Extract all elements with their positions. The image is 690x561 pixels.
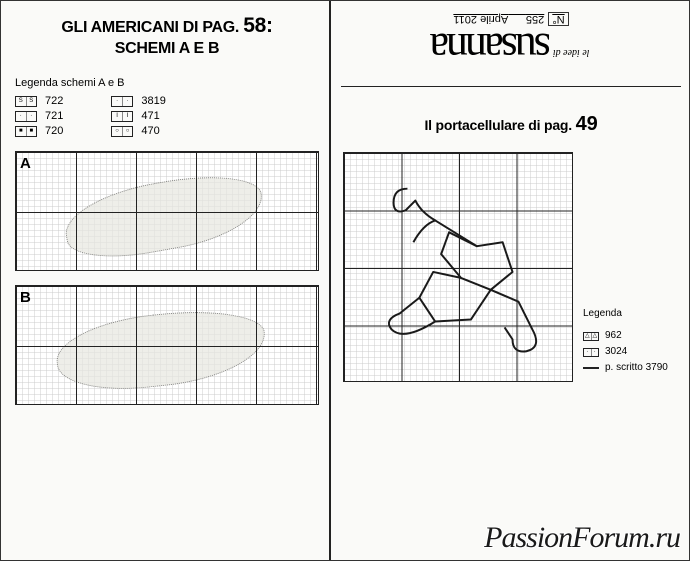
- title2-page-number: 49: [576, 113, 598, 135]
- legend-row: ·· 3819: [111, 95, 165, 107]
- swatch: ··: [15, 111, 37, 122]
- legend-ab: SS 722 ·· 721 ■■ 720 ·· 3819 II: [15, 95, 319, 137]
- masthead-title: susanna: [433, 24, 551, 73]
- swatch: SS: [15, 96, 37, 107]
- legend-row: SS 722: [15, 95, 63, 107]
- left-title: Gli americani di pag. 58: schemi A e B: [15, 13, 319, 59]
- thread-code: 722: [45, 95, 63, 107]
- issue-number: 255: [526, 13, 544, 25]
- chart-b: B: [15, 285, 319, 405]
- thread-code: 470: [141, 125, 159, 137]
- chart-a-label: A: [20, 155, 31, 172]
- chart-a: A: [15, 151, 319, 271]
- masthead-subtitle: N° 255 Aprile 2011: [343, 13, 679, 24]
- thread-code: 721: [45, 110, 63, 122]
- legend2-row: ·· 3024: [583, 344, 668, 360]
- legend-row: ○○ 470: [111, 125, 165, 137]
- legend-row: II 471: [111, 110, 165, 122]
- thread-code: p. scritto 3790: [605, 360, 668, 376]
- swatch: ··: [111, 96, 133, 107]
- issue-date: Aprile 2011: [453, 13, 508, 25]
- legend-title: Legenda schemi A e B: [15, 77, 319, 89]
- masthead-pretitle: le idee di: [553, 47, 590, 57]
- legend-col-2: ·· 3819 II 471 ○○ 470: [111, 95, 165, 137]
- legend2-title: Legenda: [583, 306, 668, 322]
- title2-prefix: Il portacellulare di pag.: [424, 117, 575, 133]
- thread-code: 471: [141, 110, 159, 122]
- chart-flower: [343, 152, 573, 382]
- legend-right: Legenda △△ 962 ·· 3024 p. scritto 3790: [583, 306, 668, 382]
- legend2-row: p. scritto 3790: [583, 360, 668, 376]
- swatch: II: [111, 111, 133, 122]
- thread-code: 720: [45, 125, 63, 137]
- swatch: ··: [583, 348, 599, 357]
- page-scan: Gli americani di pag. 58: schemi A e B L…: [0, 0, 690, 561]
- dash-icon: [583, 367, 599, 369]
- legend2-row: △△ 962: [583, 328, 668, 344]
- chart-b-label: B: [20, 289, 31, 306]
- flower-outline: [344, 153, 572, 381]
- thread-code: 962: [605, 328, 622, 344]
- swatch: △△: [583, 332, 599, 341]
- title-page-number: 58:: [243, 14, 272, 37]
- swatch: ■■: [15, 126, 37, 137]
- swatch: ○○: [111, 126, 133, 137]
- watermark: PassionForum.ru: [484, 521, 680, 555]
- masthead: le idee disusanna N° 255 Aprile 2011: [343, 13, 679, 70]
- issue-label: N°: [548, 12, 568, 26]
- thread-code: 3819: [141, 95, 165, 107]
- legend-row: ■■ 720: [15, 125, 63, 137]
- title-prefix: Gli americani di pag.: [61, 19, 243, 36]
- legend-row: ·· 721: [15, 110, 63, 122]
- right-column: le idee disusanna N° 255 Aprile 2011 Il p…: [331, 1, 689, 560]
- right-main-block: Legenda △△ 962 ·· 3024 p. scritto 3790: [343, 152, 679, 382]
- title-line2: schemi A e B: [115, 40, 220, 57]
- thread-code: 3024: [605, 344, 627, 360]
- left-column: Gli americani di pag. 58: schemi A e B L…: [1, 1, 331, 560]
- legend-col-1: SS 722 ·· 721 ■■ 720: [15, 95, 63, 137]
- right-title: Il portacellulare di pag. 49: [343, 113, 679, 136]
- horizontal-divider: [341, 86, 681, 87]
